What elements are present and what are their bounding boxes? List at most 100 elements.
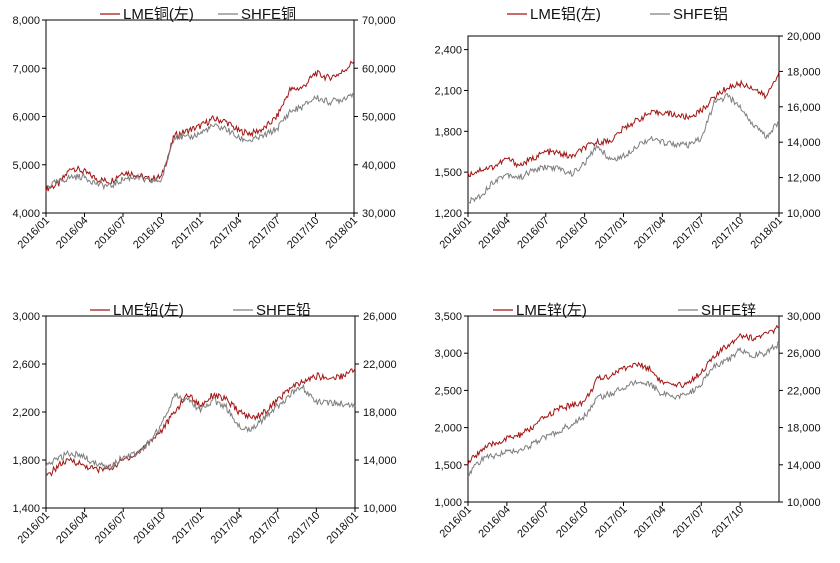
shfe-series-line [45, 92, 355, 191]
x-tick-label: 2017/10 [285, 215, 322, 252]
x-tick-label: 2016/01 [438, 215, 475, 252]
y-right-tick-label: 22,000 [787, 385, 821, 397]
legend-label-shfe: SHFE铝 [673, 6, 728, 23]
x-tick-label: 2016/10 [131, 215, 168, 252]
y-left-tick-label: 6,000 [12, 112, 40, 124]
y-left-tick-label: 1,800 [434, 126, 462, 138]
x-tick-label: 2017/07 [247, 215, 284, 252]
x-tick-label: 2017/04 [632, 215, 669, 252]
y-left-tick-label: 2,400 [434, 45, 462, 57]
y-right-tick-label: 26,000 [363, 311, 397, 323]
x-tick-label: 2018/01 [325, 510, 362, 547]
x-tick-label: 2017/07 [671, 215, 708, 252]
y-left-tick-label: 1,000 [434, 497, 462, 509]
chart-panel-2: 1,200 1,500 1,800 2,100 2,400 10,000 12,000 14,… [434, 6, 820, 251]
legend-label-lme: LME锌(左) [516, 302, 587, 319]
y-right-tick-label: 14,000 [787, 460, 821, 472]
y-left-tick-label: 3,500 [434, 311, 462, 323]
x-tick-label: 2016/04 [476, 215, 513, 252]
y-right-tick-label: 30,000 [787, 311, 821, 323]
y-left-tick-label: 5,000 [12, 160, 40, 172]
x-tick-label: 2017/10 [710, 215, 747, 252]
y-right-tick-label: 22,000 [363, 359, 397, 371]
x-tick-label: 2017/01 [593, 215, 630, 252]
y-right-tick-label: 30,000 [362, 208, 396, 220]
y-right-tick-label: 70,000 [362, 15, 396, 27]
y-right-tick-label: 50,000 [362, 112, 396, 124]
x-tick-label: 2017/04 [209, 510, 246, 547]
y-right-tick-label: 60,000 [362, 63, 396, 75]
legend-label-shfe: SHFE铅 [256, 302, 311, 319]
x-tick-label: 2017/04 [632, 504, 669, 541]
x-tick-label: 2016/07 [93, 215, 130, 252]
lme-series-line [467, 324, 780, 466]
plot-area-frame [467, 315, 780, 503]
y-left-tick-label: 2,100 [434, 85, 462, 97]
x-tick-label: 2016/04 [54, 510, 91, 547]
x-tick-label: 2018/01 [324, 215, 361, 252]
y-left-tick-label: 3,000 [12, 311, 40, 323]
x-tick-label: 2016/10 [554, 504, 591, 541]
lme-series-line [45, 60, 355, 193]
y-left-tick-label: 1,500 [434, 167, 462, 179]
x-tick-label: 2017/04 [208, 215, 245, 252]
y-right-tick-label: 10,000 [787, 208, 821, 220]
y-left-tick-label: 2,000 [434, 423, 462, 435]
x-tick-label: 2016/01 [16, 510, 53, 547]
shfe-series-line [467, 92, 780, 205]
y-left-tick-label: 8,000 [12, 15, 40, 27]
y-right-tick-label: 10,000 [363, 503, 397, 515]
y-left-tick-label: 7,000 [12, 63, 40, 75]
y-right-tick-label: 18,000 [787, 423, 821, 435]
x-tick-label: 2016/10 [554, 215, 591, 252]
y-right-tick-label: 18,000 [363, 407, 397, 419]
y-right-tick-label: 14,000 [787, 137, 821, 149]
x-tick-label: 2017/10 [710, 504, 747, 541]
y-right-tick-label: 14,000 [363, 455, 397, 467]
legend-label-lme: LME铜(左) [123, 6, 194, 23]
x-tick-label: 2018/01 [749, 215, 786, 252]
legend-label-lme: LME铅(左) [113, 302, 184, 319]
x-tick-label: 2017/01 [593, 504, 630, 541]
x-tick-label: 2016/04 [54, 215, 91, 252]
y-left-tick-label: 1,200 [434, 208, 462, 220]
x-tick-label: 2016/07 [515, 504, 552, 541]
lme-series-line [467, 71, 780, 178]
x-tick-label: 2016/01 [16, 215, 53, 252]
y-left-tick-label: 2,600 [12, 359, 40, 371]
x-tick-label: 2017/07 [671, 504, 708, 541]
y-left-tick-label: 3,000 [434, 348, 462, 360]
x-tick-label: 2017/10 [286, 510, 323, 547]
legend-label-shfe: SHFE锌 [701, 302, 756, 319]
y-right-tick-label: 40,000 [362, 160, 396, 172]
y-left-tick-label: 4,000 [12, 208, 40, 220]
x-tick-label: 2016/07 [515, 215, 552, 252]
legend-label-lme: LME铝(左) [530, 6, 601, 23]
y-right-tick-label: 12,000 [787, 173, 821, 185]
y-right-tick-label: 10,000 [787, 497, 821, 509]
y-left-tick-label: 2,200 [12, 407, 40, 419]
y-left-tick-label: 2,500 [434, 385, 462, 397]
chart-panel-1: 4,000 5,000 6,000 7,000 8,000 30,000 40,000 50,… [12, 6, 395, 251]
chart-panel-4: 1,000 1,500 2,000 2,500 3,000 3,500 10,000 14,0… [434, 302, 820, 540]
y-left-tick-label: 1,400 [12, 503, 40, 515]
x-tick-label: 2016/07 [93, 510, 130, 547]
plot-area-frame [467, 35, 780, 214]
x-tick-label: 2016/10 [131, 510, 168, 547]
legend-label-shfe: SHFE铜 [241, 6, 296, 23]
x-tick-label: 2017/07 [247, 510, 284, 547]
shfe-series-line [467, 341, 780, 477]
y-left-tick-label: 1,500 [434, 460, 462, 472]
chart-panel-3: 1,400 1,800 2,200 2,600 3,000 10,000 14,000 18,… [12, 302, 396, 546]
x-tick-label: 2017/01 [170, 510, 207, 547]
shfe-series-line [45, 384, 356, 470]
x-tick-label: 2016/01 [438, 504, 475, 541]
x-tick-label: 2016/04 [476, 504, 513, 541]
y-right-tick-label: 26,000 [787, 348, 821, 360]
x-tick-label: 2017/01 [170, 215, 207, 252]
y-right-tick-label: 16,000 [787, 102, 821, 114]
y-right-tick-label: 18,000 [787, 66, 821, 78]
y-right-tick-label: 20,000 [787, 31, 821, 43]
